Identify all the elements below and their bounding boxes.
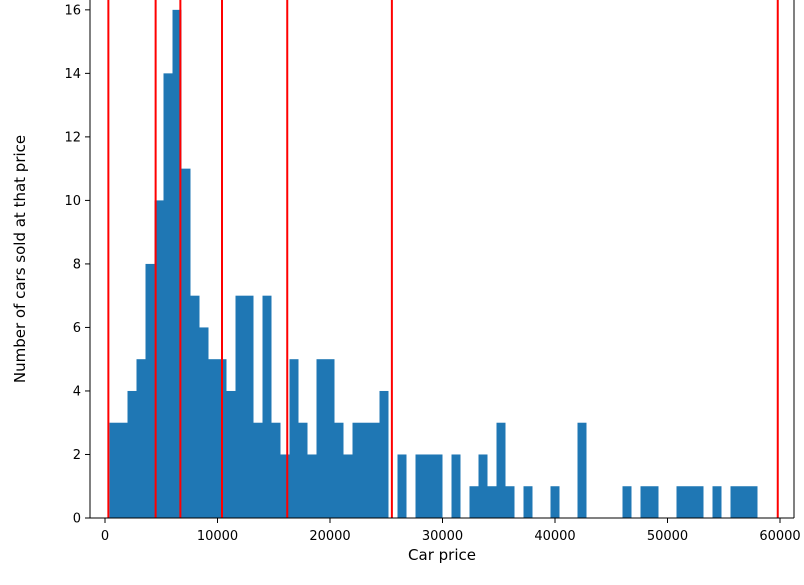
histogram-bar: [640, 486, 650, 518]
histogram-bar: [118, 422, 128, 518]
histogram-bar: [226, 390, 236, 518]
histogram-bar: [289, 359, 299, 518]
histogram-bar: [316, 359, 326, 518]
histogram-bar: [451, 454, 461, 518]
y-tick-label: 0: [73, 512, 81, 527]
histogram-bar: [550, 486, 560, 518]
histogram-bar: [712, 486, 722, 518]
x-tick-label: 50000: [647, 529, 688, 544]
histogram-bar: [325, 359, 335, 518]
x-tick-label: 40000: [534, 529, 575, 544]
histogram-bar: [235, 295, 245, 518]
histogram-bar: [199, 327, 209, 518]
histogram-bar: [469, 486, 479, 518]
histogram-bar: [370, 422, 380, 518]
y-tick-label: 10: [64, 194, 81, 209]
y-tick-label: 14: [64, 67, 81, 82]
histogram-bar: [154, 200, 164, 518]
x-tick-label: 30000: [422, 529, 463, 544]
histogram-bar: [622, 486, 632, 518]
histogram-bar: [478, 454, 488, 518]
histogram-bar: [109, 422, 119, 518]
histogram-bar: [307, 454, 317, 518]
histogram-bar: [577, 422, 587, 518]
histogram-bar: [145, 263, 155, 518]
histogram-bar: [496, 422, 506, 518]
histogram-bar: [181, 168, 191, 518]
y-tick-label: 6: [73, 321, 81, 336]
histogram-bar: [487, 486, 497, 518]
histogram-bar: [280, 454, 290, 518]
histogram-bar: [208, 359, 218, 518]
y-tick-label: 2: [73, 448, 81, 463]
histogram-bar: [334, 422, 344, 518]
histogram-bar: [271, 422, 281, 518]
histogram-bar: [253, 422, 263, 518]
y-tick-label: 16: [64, 3, 81, 18]
histogram-bar: [523, 486, 533, 518]
x-axis-label: Car price: [408, 546, 476, 564]
y-tick-label: 4: [73, 384, 81, 399]
histogram-bar: [361, 422, 371, 518]
histogram-bar: [127, 390, 137, 518]
histogram-bar: [172, 9, 182, 518]
histogram-bar: [352, 422, 362, 518]
histogram-bar: [163, 73, 173, 519]
histogram-bar: [730, 486, 740, 518]
histogram-bar: [424, 454, 434, 518]
histogram-bar: [415, 454, 425, 518]
y-tick-label: 8: [73, 257, 81, 272]
histogram-bar: [694, 486, 704, 518]
histogram-bar: [136, 359, 146, 518]
y-axis-label: Number of cars sold at that price: [11, 134, 29, 384]
y-tick-label: 12: [64, 130, 81, 145]
histogram-bar: [739, 486, 749, 518]
histogram-bar: [244, 295, 254, 518]
histogram-bar: [505, 486, 515, 518]
x-tick-label: 10000: [197, 529, 238, 544]
histogram-bar: [397, 454, 407, 518]
histogram-bar: [190, 295, 200, 518]
histogram-bar: [649, 486, 659, 518]
histogram-bar: [343, 454, 353, 518]
histogram-bar: [262, 295, 272, 518]
x-tick-label: 60000: [759, 529, 800, 544]
histogram-bar: [379, 390, 389, 518]
histogram-bar: [685, 486, 695, 518]
histogram-bar: [748, 486, 758, 518]
histogram-bar: [676, 486, 686, 518]
histogram-bar: [433, 454, 443, 518]
histogram-bar: [298, 422, 308, 518]
x-tick-label: 0: [101, 529, 109, 544]
x-tick-label: 20000: [309, 529, 350, 544]
